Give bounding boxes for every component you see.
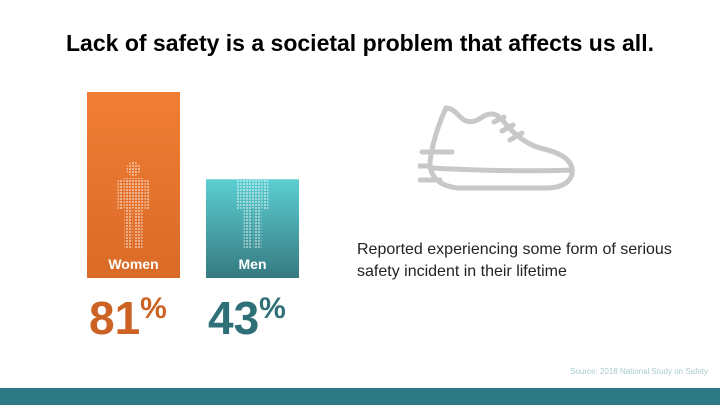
slide-title: Lack of safety is a societal problem tha…: [66, 30, 654, 56]
person-figure-icon: [117, 162, 150, 248]
person-figure-icon: [236, 162, 269, 248]
value-label-women: 81%: [89, 292, 167, 344]
value-unit-men: %: [259, 292, 286, 325]
bottom-band: [0, 388, 720, 405]
description-text: Reported experiencing some form of serio…: [357, 241, 672, 280]
bar-group-women: Women 81%: [87, 92, 180, 344]
source-note: Source: 2018 National Study on Safety: [570, 367, 708, 376]
category-label-men: Men: [239, 256, 267, 272]
bar-group-men: Men 43%: [206, 162, 299, 344]
category-label-women: Women: [108, 256, 158, 272]
value-number-women: 81: [89, 292, 140, 344]
value-label-men: 43%: [208, 292, 286, 344]
value-number-men: 43: [208, 292, 259, 344]
shoe-icon: [415, 90, 578, 210]
value-unit-women: %: [140, 292, 167, 325]
